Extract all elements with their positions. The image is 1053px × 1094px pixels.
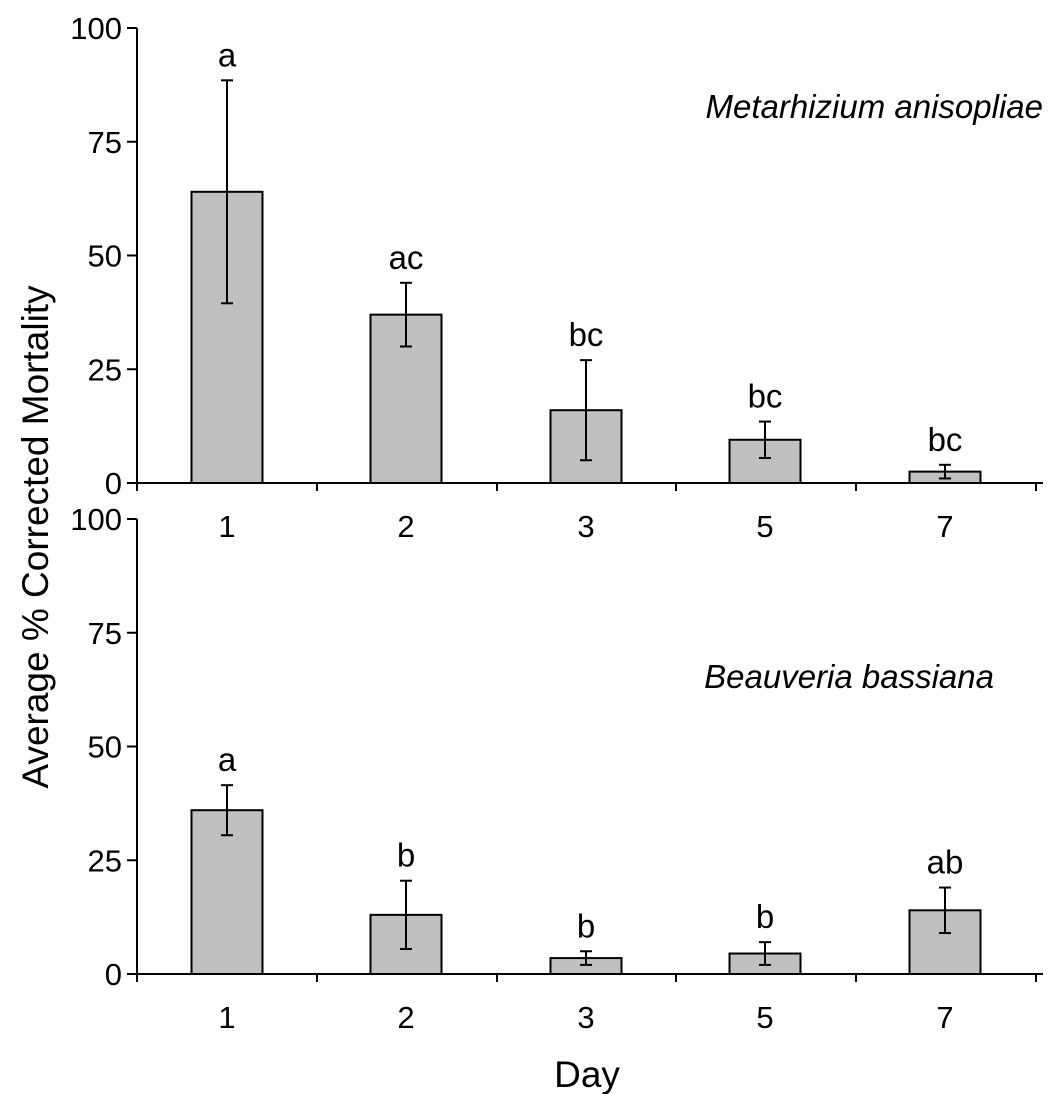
significance-label: ab bbox=[927, 844, 964, 881]
x-axis-title: Day bbox=[554, 1054, 620, 1094]
x-tick-label: 5 bbox=[756, 1000, 773, 1035]
y-tick-label: 0 bbox=[105, 466, 122, 501]
significance-label: ac bbox=[389, 239, 424, 276]
significance-label: a bbox=[218, 36, 237, 73]
significance-label: b bbox=[756, 898, 774, 935]
x-tick-label: 7 bbox=[936, 1000, 953, 1035]
y-axis-title: Average % Corrected Mortality bbox=[15, 285, 56, 789]
significance-label: a bbox=[218, 741, 237, 778]
y-tick-label: 50 bbox=[88, 730, 122, 765]
significance-label: b bbox=[397, 837, 415, 874]
x-tick-label: 7 bbox=[936, 509, 953, 544]
bar-day-1 bbox=[190, 190, 264, 485]
x-tick-label: 5 bbox=[756, 509, 773, 544]
x-tick-label: 3 bbox=[577, 509, 594, 544]
x-tick-label: 1 bbox=[218, 509, 235, 544]
significance-label: bc bbox=[928, 421, 963, 458]
y-tick-label: 25 bbox=[88, 843, 122, 878]
significance-label: b bbox=[577, 907, 595, 944]
y-tick-label: 75 bbox=[88, 125, 122, 160]
y-tick-label: 25 bbox=[88, 352, 122, 387]
significance-label: bc bbox=[569, 316, 604, 353]
y-tick-label: 100 bbox=[70, 502, 122, 537]
x-tick-label: 3 bbox=[577, 1000, 594, 1035]
panel-title: Beauveria bassiana bbox=[704, 658, 994, 695]
y-tick-label: 50 bbox=[88, 239, 122, 274]
x-tick-label: 2 bbox=[397, 1000, 414, 1035]
y-tick-label: 0 bbox=[105, 957, 122, 992]
y-tick-label: 75 bbox=[88, 616, 122, 651]
significance-label: bc bbox=[748, 378, 783, 415]
panel-1: 0 25 50 75 100 a 1 ac 2 bc 3 bc 5 bc 7 Metarhizium anis… bbox=[70, 11, 1043, 544]
x-tick-label: 2 bbox=[397, 509, 414, 544]
y-tick-label: 100 bbox=[70, 11, 122, 46]
bar-day-1 bbox=[190, 809, 264, 976]
x-tick-label: 1 bbox=[218, 1000, 235, 1035]
panel-title: Metarhizium anisopliae bbox=[706, 88, 1044, 125]
